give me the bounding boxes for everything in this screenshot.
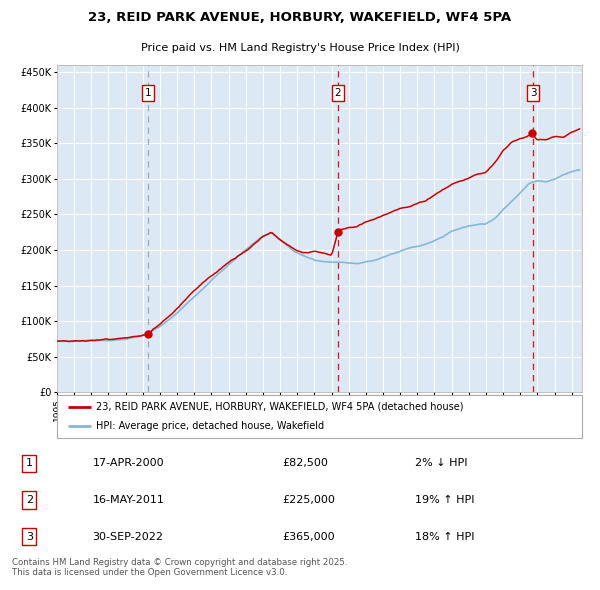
Text: 23, REID PARK AVENUE, HORBURY, WAKEFIELD, WF4 5PA: 23, REID PARK AVENUE, HORBURY, WAKEFIELD… (88, 11, 512, 24)
Text: 19% ↑ HPI: 19% ↑ HPI (415, 495, 475, 505)
FancyBboxPatch shape (57, 395, 582, 438)
Text: £365,000: £365,000 (283, 532, 335, 542)
Text: 2: 2 (26, 495, 33, 505)
Text: Contains HM Land Registry data © Crown copyright and database right 2025.
This d: Contains HM Land Registry data © Crown c… (12, 558, 347, 577)
Text: 3: 3 (26, 532, 33, 542)
Text: 17-APR-2000: 17-APR-2000 (92, 458, 164, 468)
Text: 2% ↓ HPI: 2% ↓ HPI (415, 458, 468, 468)
Text: HPI: Average price, detached house, Wakefield: HPI: Average price, detached house, Wake… (97, 421, 325, 431)
Text: £82,500: £82,500 (283, 458, 329, 468)
Text: 2: 2 (335, 88, 341, 99)
Text: 1: 1 (145, 88, 151, 99)
Text: 1: 1 (26, 458, 33, 468)
Text: 23, REID PARK AVENUE, HORBURY, WAKEFIELD, WF4 5PA (detached house): 23, REID PARK AVENUE, HORBURY, WAKEFIELD… (97, 402, 464, 412)
Text: Price paid vs. HM Land Registry's House Price Index (HPI): Price paid vs. HM Land Registry's House … (140, 43, 460, 53)
Text: 3: 3 (530, 88, 536, 99)
Text: £225,000: £225,000 (283, 495, 335, 505)
Text: 16-MAY-2011: 16-MAY-2011 (92, 495, 164, 505)
Text: 30-SEP-2022: 30-SEP-2022 (92, 532, 164, 542)
Text: 18% ↑ HPI: 18% ↑ HPI (415, 532, 475, 542)
